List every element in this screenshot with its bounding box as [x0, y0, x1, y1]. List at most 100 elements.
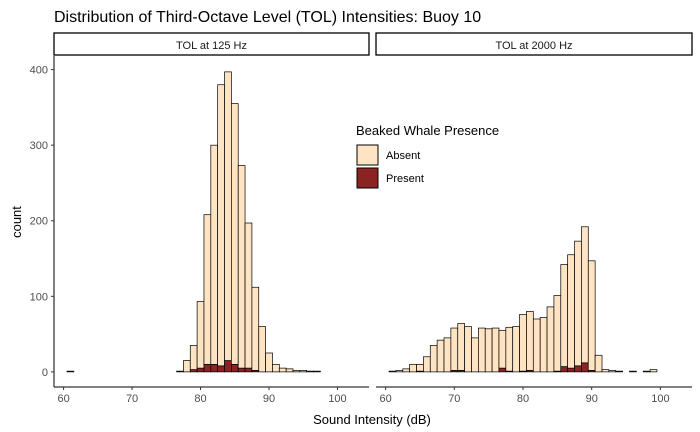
bar-absent: [601, 369, 610, 373]
x-tick-label: 90: [263, 393, 275, 405]
y-tick-label: 0: [42, 367, 48, 379]
facet-panel-2: TOL at 2000 Hz 60 70 80 90 100: [375, 32, 693, 405]
bar-absent: [292, 370, 301, 373]
bar-present: [203, 363, 212, 373]
legend-label-absent: Absent: [386, 150, 420, 162]
bar-absent: [450, 327, 459, 371]
bar-absent: [416, 363, 424, 372]
bar-absent: [649, 369, 658, 373]
bar-absent: [183, 360, 191, 373]
bar-present: [574, 365, 582, 373]
bar-absent: [553, 295, 562, 372]
bar-absent: [560, 264, 569, 367]
bar-absent: [272, 363, 280, 373]
bar-absent: [189, 345, 198, 370]
bar-absent: [176, 370, 184, 373]
legend-title: Beaked Whale Presence: [356, 123, 499, 138]
bar-absent: [587, 260, 596, 371]
bar-absent: [258, 326, 266, 373]
bar-absent: [512, 326, 520, 373]
bar-absent: [484, 328, 493, 373]
bar-absent: [299, 370, 308, 373]
x-tick-label: 70: [126, 393, 138, 405]
x-axis-title: Sound Intensity (dB): [313, 412, 431, 427]
bar-absent: [457, 323, 465, 371]
bar-present: [217, 365, 225, 373]
bar-absent: [395, 370, 404, 373]
x-tick-label: 90: [586, 393, 598, 405]
facet-strip-label: TOL at 125 Hz: [176, 40, 247, 52]
legend: Beaked Whale Presence Absent Present: [356, 123, 499, 189]
bar-present: [224, 360, 232, 373]
bar-absent: [224, 71, 232, 361]
bar-absent: [505, 326, 514, 372]
bar-absent: [203, 214, 212, 365]
legend-key-absent: [356, 144, 379, 166]
bar-absent: [594, 354, 603, 373]
y-tick-label: 300: [30, 140, 48, 152]
x-tick-label: 70: [448, 393, 460, 405]
bar-absent: [313, 370, 321, 373]
bar-present: [581, 362, 589, 373]
bar-present: [231, 363, 239, 373]
bar-absent: [402, 368, 411, 373]
bar-absent: [581, 226, 589, 364]
facet-panel-1: TOL at 125 Hz 60 70 80 90 100 0 100 200 300 400: [30, 32, 370, 405]
y-tick-label: 100: [30, 291, 48, 303]
bar-absent: [519, 314, 527, 372]
bar-absent: [471, 337, 479, 373]
x-tick-label: 60: [379, 393, 391, 405]
bar-absent: [498, 329, 507, 369]
bar-absent: [278, 367, 287, 373]
bar-absent: [306, 370, 314, 373]
facet-strip: [53, 32, 370, 56]
bar-absent: [539, 317, 548, 373]
chart-title: Distribution of Third-Octave Level (TOL)…: [54, 9, 481, 26]
bar-absent: [478, 327, 486, 373]
x-tick-label: 100: [328, 393, 346, 405]
bar-absent: [642, 370, 651, 373]
bar-present: [498, 367, 507, 373]
bar-absent: [265, 352, 273, 373]
bar-present: [244, 367, 253, 373]
bar-absent: [251, 286, 260, 371]
x-tick-label: 60: [57, 393, 69, 405]
bar-absent: [244, 222, 253, 369]
y-tick-label: 200: [30, 216, 48, 228]
y-axis-title: count: [9, 206, 24, 238]
bar-absent: [66, 370, 75, 373]
bar-absent: [196, 301, 205, 369]
legend-label-present: Present: [386, 173, 424, 185]
bar-absent: [546, 306, 555, 373]
bar-absent: [532, 318, 541, 373]
bar-present: [567, 367, 575, 373]
bar-absent: [526, 311, 534, 371]
x-tick-label: 80: [517, 393, 529, 405]
facet-strip: [375, 32, 693, 56]
bar-absent: [409, 363, 417, 373]
bar-absent: [491, 327, 500, 373]
bar-present: [210, 363, 219, 373]
bar-present: [196, 367, 205, 373]
bar-absent: [429, 345, 438, 373]
bar-present: [237, 367, 246, 373]
bar-absent: [443, 337, 452, 373]
y-tick-label: 400: [30, 65, 48, 77]
bar-present: [560, 366, 569, 373]
bar-absent: [567, 254, 575, 369]
bar-absent: [615, 370, 623, 373]
bar-absent: [629, 370, 637, 373]
bar-absent: [464, 326, 472, 373]
bar-absent: [217, 84, 225, 367]
x-tick-label: 80: [194, 393, 206, 405]
facet-strip-label: TOL at 2000 Hz: [495, 40, 572, 52]
x-tick-label: 100: [651, 393, 669, 405]
bar-absent: [436, 339, 445, 373]
bar-absent: [231, 103, 239, 365]
bar-absent: [574, 240, 582, 367]
bar-absent: [388, 370, 397, 373]
bar-absent: [237, 165, 246, 369]
legend-key-present: [356, 167, 379, 189]
